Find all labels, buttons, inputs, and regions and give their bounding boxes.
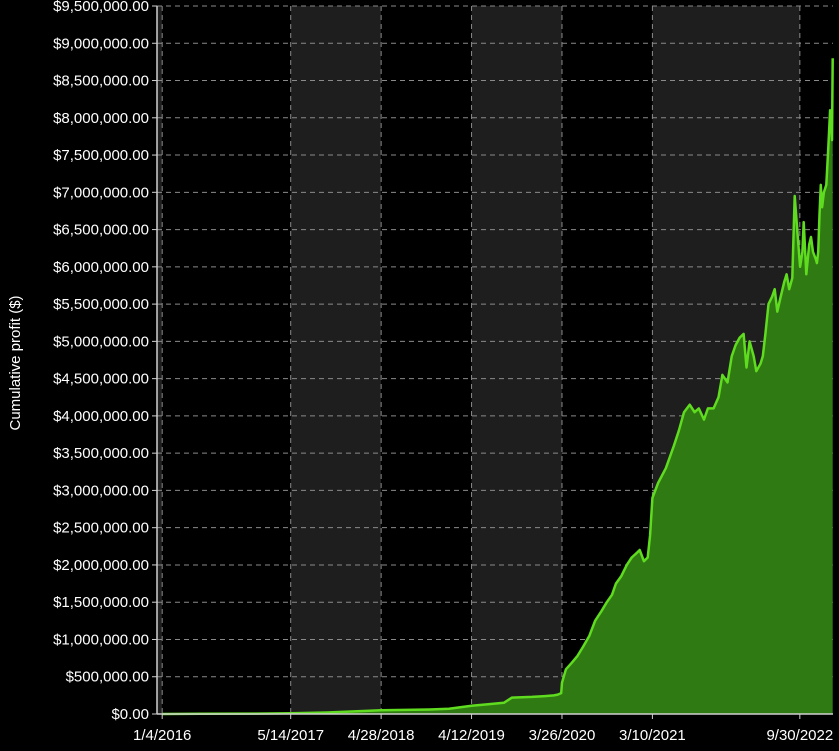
- y-tick-label: $7,500,000.00: [53, 147, 149, 164]
- y-tick-label: $4,000,000.00: [53, 408, 149, 425]
- y-tick-label: $5,000,000.00: [53, 333, 149, 350]
- x-tick-label: 3/10/2021: [619, 727, 686, 744]
- band-4: [471, 6, 562, 714]
- y-tick-label: $6,000,000.00: [53, 259, 149, 276]
- y-tick-labels: $0.00 $500,000.00 $1,000,000.00 $1,500,000.…: [53, 0, 149, 723]
- band-1: [162, 6, 291, 714]
- y-tick-label: $7,000,000.00: [53, 184, 149, 201]
- axes: [152, 5, 833, 719]
- y-tick-label: $0.00: [111, 706, 149, 723]
- y-tick-label: $2,000,000.00: [53, 557, 149, 574]
- y-tick-label: $9,500,000.00: [53, 0, 149, 15]
- y-tick-label: $8,000,000.00: [53, 110, 149, 127]
- x-tick-label: 4/12/2019: [438, 727, 505, 744]
- x-tick-label: 4/28/2018: [348, 727, 415, 744]
- x-tick-label: 3/26/2020: [529, 727, 596, 744]
- y-axis-title: Cumulative profit ($): [7, 295, 24, 430]
- band-3: [381, 6, 472, 714]
- y-tick-label: $1,500,000.00: [53, 594, 149, 611]
- y-tick-label: $8,500,000.00: [53, 73, 149, 90]
- series-line-0: [162, 58, 834, 716]
- x-tick-label: 5/14/2017: [257, 727, 324, 744]
- y-tick-label: $3,000,000.00: [53, 482, 149, 499]
- y-tick-label: $3,500,000.00: [53, 445, 149, 462]
- x-tick-label: 9/30/2022: [766, 727, 833, 744]
- y-tick-label: $5,500,000.00: [53, 296, 149, 313]
- x-tick-labels: 1/4/2016 5/14/2017 4/28/2018 4/12/2019 3/26/…: [133, 727, 833, 744]
- y-tick-label: $1,000,000.00: [53, 631, 149, 648]
- x-tick-label: 1/4/2016: [133, 727, 191, 744]
- y-tick-label: $2,500,000.00: [53, 520, 149, 537]
- y-tick-label: $4,500,000.00: [53, 371, 149, 388]
- band-0: [157, 6, 163, 714]
- y-tick-label: $6,500,000.00: [53, 222, 149, 239]
- series-layer: [162, 58, 834, 716]
- band-2: [290, 6, 382, 714]
- series-area-0: [162, 58, 833, 714]
- y-tick-label: $9,000,000.00: [53, 35, 149, 52]
- y-tick-label: $500,000.00: [66, 669, 149, 686]
